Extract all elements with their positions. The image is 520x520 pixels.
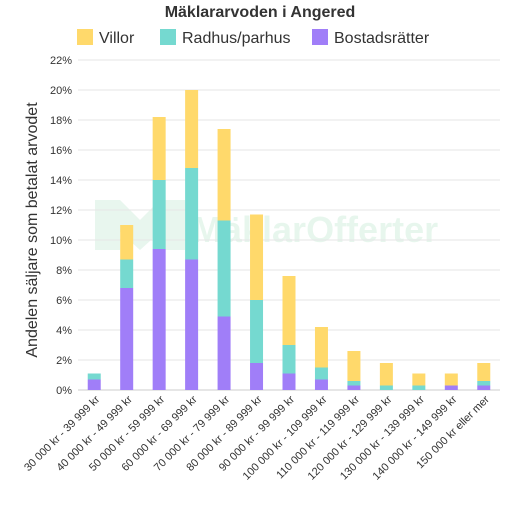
bar-segment — [314, 379, 328, 390]
legend-swatch — [160, 29, 176, 45]
bar-segment — [282, 276, 296, 345]
bar-segment — [87, 373, 101, 380]
y-tick-label: 6% — [56, 295, 72, 307]
bar-segment — [347, 385, 361, 390]
bar-segment — [217, 129, 231, 221]
bar-segment — [282, 345, 296, 374]
bar-segment — [314, 327, 328, 368]
bar-segment — [217, 316, 231, 390]
bar-segment — [412, 373, 426, 386]
bar-segment — [120, 288, 134, 390]
y-tick-label: 0% — [56, 385, 72, 397]
bar-segment — [152, 249, 166, 390]
chart-title: Mäklararvoden i Angered — [165, 4, 356, 21]
y-tick-label: 2% — [56, 355, 72, 367]
bar-segment — [477, 385, 491, 390]
y-axis-title: Andelen säljare som betalat arvodet — [24, 102, 41, 358]
bar-segment — [120, 225, 134, 260]
legend-label: Bostadsrätter — [334, 30, 430, 47]
bar-segment — [314, 367, 328, 380]
y-tick-label: 12% — [50, 205, 72, 217]
bar-segment — [379, 385, 393, 390]
bar-segment — [477, 363, 491, 381]
legend-label: Villor — [99, 30, 135, 47]
watermark-text: MäklarOfferter — [192, 209, 438, 250]
bar-segment — [444, 373, 458, 386]
bar-segment — [152, 117, 166, 180]
bar-segment — [120, 259, 134, 288]
bar-segment — [250, 214, 264, 300]
bar-segment — [185, 259, 199, 390]
watermark-logo-icon — [95, 200, 185, 250]
bar-segment — [185, 168, 199, 260]
bar-segment — [185, 90, 199, 168]
bar-segment — [347, 381, 361, 386]
y-tick-label: 4% — [56, 325, 72, 337]
bars — [87, 90, 491, 390]
y-tick-label: 22% — [50, 55, 72, 67]
y-tick-label: 10% — [50, 235, 72, 247]
legend-label: Radhus/parhus — [182, 30, 291, 47]
bar-segment — [250, 363, 264, 390]
bar-segment — [379, 363, 393, 386]
bar-segment — [87, 379, 101, 390]
watermark: MäklarOfferter — [95, 200, 438, 250]
legend-swatch — [312, 29, 328, 45]
bar-segment — [152, 180, 166, 249]
y-tick-label: 8% — [56, 265, 72, 277]
bar-segment — [412, 385, 426, 390]
y-tick-label: 16% — [50, 145, 72, 157]
legend-swatch — [77, 29, 93, 45]
y-tick-label: 20% — [50, 85, 72, 97]
bar-segment — [347, 351, 361, 381]
bar-segment — [477, 381, 491, 386]
bar-segment — [444, 385, 458, 390]
legend: Villor Radhus/parhus Bostadsrätter — [77, 29, 430, 47]
bar-segment — [250, 300, 264, 363]
y-tick-label: 14% — [50, 175, 72, 187]
y-axis-ticks: 0% 2% 4% 6% 8% 10% 12% 14% 16% 18% 20% 22% — [50, 55, 72, 397]
bar-segment — [282, 373, 296, 390]
bar-segment — [217, 220, 231, 317]
y-tick-label: 18% — [50, 115, 72, 127]
